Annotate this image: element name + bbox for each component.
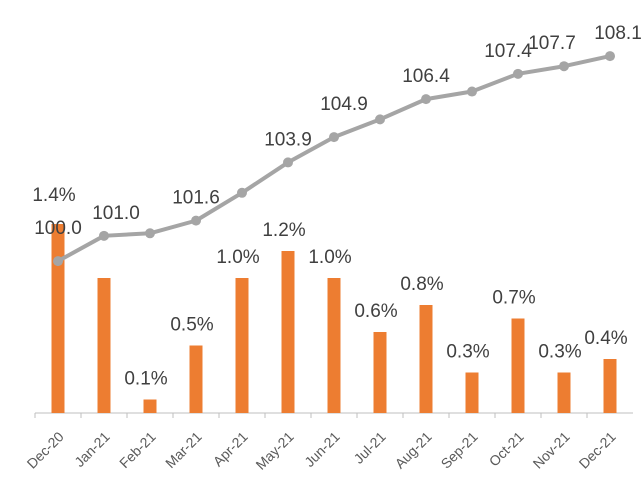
bar [603, 359, 617, 413]
line-value-label: 107.7 [528, 33, 576, 54]
bar-value-label: 1.4% [32, 185, 75, 206]
line-marker [53, 256, 63, 267]
bar [143, 399, 157, 413]
x-tick-label: Jun-21 [301, 428, 343, 470]
bar-value-label: 0.5% [170, 315, 213, 336]
line-marker [237, 187, 247, 198]
bar-value-label: 0.3% [538, 342, 581, 363]
x-tick-label: Apr-21 [210, 428, 251, 469]
bar-value-label: 1.2% [262, 220, 305, 241]
x-tick-label: Aug-21 [391, 428, 434, 471]
x-tick-label: Dec-21 [576, 428, 619, 471]
bar [189, 345, 203, 413]
line-marker [145, 228, 155, 239]
x-tick-label: Jan-21 [71, 428, 113, 470]
x-tick-label: Mar-21 [162, 428, 205, 471]
line-value-label: 100.0 [34, 218, 82, 239]
bar [327, 278, 341, 413]
bar [419, 305, 433, 413]
line-value-label: 101.0 [92, 203, 140, 224]
x-tick-label: Nov-21 [530, 428, 573, 471]
line-value-label: 107.4 [484, 41, 532, 62]
bar-value-label: 0.7% [492, 288, 535, 309]
x-tick-label: Dec-20 [24, 428, 67, 471]
line-marker [329, 132, 339, 143]
x-tick-label: May-21 [252, 428, 296, 472]
bar [373, 332, 387, 413]
line-marker [283, 157, 293, 168]
line-marker [559, 61, 569, 72]
bar [51, 224, 65, 413]
line-value-label: 106.4 [402, 66, 450, 87]
line-marker [513, 68, 523, 79]
bar [281, 251, 295, 413]
line-marker [421, 94, 431, 105]
bar-value-label: 0.1% [124, 369, 167, 390]
bar-value-label: 1.0% [308, 247, 351, 268]
line-value-label: 108.1 [594, 23, 641, 44]
line-value-label: 104.9 [320, 94, 368, 115]
x-tick-label: Jul-21 [350, 428, 388, 466]
bar-value-label: 0.3% [446, 342, 489, 363]
bar [465, 372, 479, 413]
line-marker [467, 86, 477, 97]
bar [235, 278, 249, 413]
line-marker [375, 114, 385, 125]
x-tick-label: Sep-21 [437, 428, 480, 471]
bar [97, 278, 111, 413]
x-tick-label: Feb-21 [116, 428, 159, 471]
bar-value-label: 0.4% [584, 328, 627, 349]
line-marker [99, 230, 109, 241]
bar [557, 372, 571, 413]
line-marker [191, 215, 201, 226]
bar-value-label: 0.6% [354, 301, 397, 322]
x-tick-label: Oct-21 [486, 428, 527, 469]
bar-value-label: 0.8% [400, 274, 443, 295]
line-marker [605, 51, 615, 62]
bar-value-label: 1.0% [216, 247, 259, 268]
line [57, 54, 611, 263]
line-value-label: 103.9 [264, 129, 312, 150]
bar [511, 318, 525, 413]
line-value-label: 101.6 [172, 188, 220, 209]
